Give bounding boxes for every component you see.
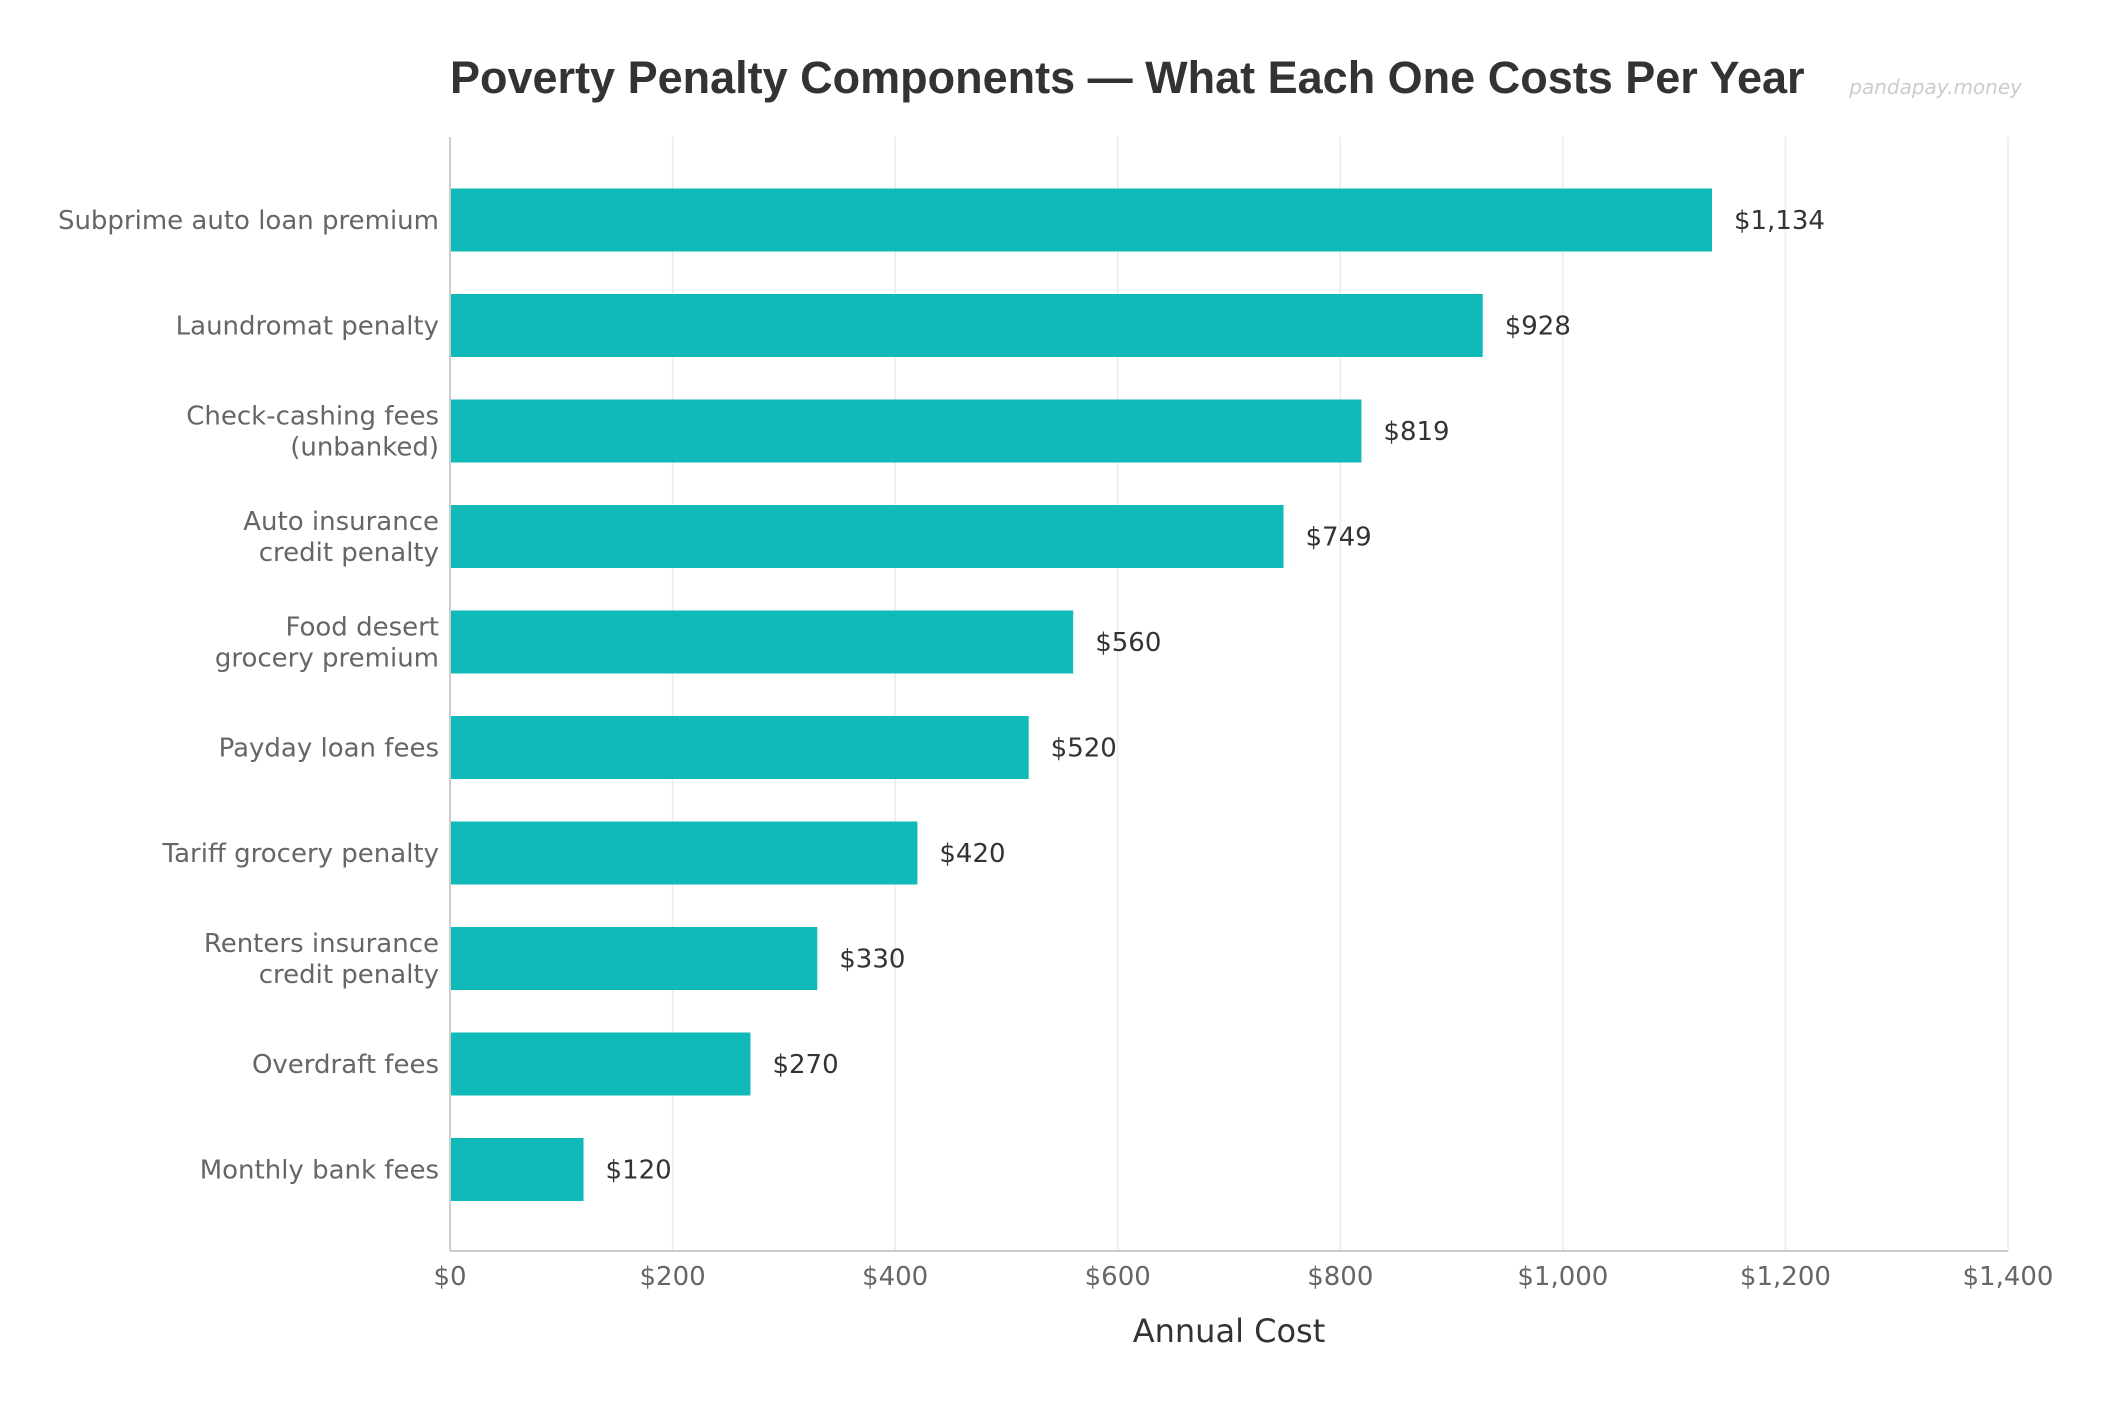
category-label: Renters insurance credit penalty [204, 929, 439, 990]
category-label: Monthly bank fees [200, 1156, 439, 1186]
bar-value-label: $120 [606, 1156, 672, 1186]
category-label: Payday loan fees [219, 734, 439, 764]
category-label: Subprime auto loan premium [58, 206, 439, 236]
bars: $1,134 $928 $819 $749 $560 $520 $420 $330 $270 $1… [451, 188, 1825, 1201]
x-tick-label: $1,000 [1517, 1262, 1608, 1292]
bar [451, 505, 1284, 568]
category-label-line: Laundromat penalty [176, 312, 439, 342]
category-label-line: (unbanked) [290, 433, 439, 463]
watermark: pandapay.money [1848, 75, 2023, 99]
bar [451, 610, 1074, 674]
category-label-line: credit penalty [259, 960, 439, 990]
bar [451, 399, 1362, 463]
category-label-line: Tariff grocery penalty [162, 839, 439, 869]
category-label-line: Auto insurance [243, 507, 439, 537]
bar [451, 716, 1029, 779]
category-label: Tariff grocery penalty [162, 839, 439, 869]
category-label-line: credit penalty [259, 538, 439, 568]
category-label: Laundromat penalty [176, 312, 439, 342]
bar-value-label: $330 [839, 945, 905, 975]
category-label-line: Food desert [285, 613, 439, 643]
bar [451, 1138, 584, 1201]
x-tick-label: $1,400 [1963, 1262, 2054, 1292]
bar-value-label: $749 [1306, 523, 1372, 553]
axes: $0 $200 $400 $600 $800 $1,000 $1,200 $1,400 Subp… [58, 137, 2054, 1292]
category-label: Check-cashing fees (unbanked) [186, 402, 439, 463]
x-tick-label: $0 [433, 1262, 466, 1292]
bar-value-label: $270 [772, 1050, 838, 1080]
bar-value-label: $420 [939, 839, 1005, 869]
category-label-line: Payday loan fees [219, 734, 439, 764]
category-label: Auto insurance credit penalty [243, 507, 439, 568]
category-label-line: grocery premium [215, 644, 439, 674]
chart-title: Poverty Penalty Components — What Each O… [450, 52, 1805, 103]
bar-value-label: $520 [1051, 734, 1117, 764]
bar [451, 927, 818, 990]
category-label-line: Overdraft fees [252, 1050, 439, 1080]
category-label: Overdraft fees [252, 1050, 439, 1080]
category-label: Food desert grocery premium [215, 613, 439, 674]
x-tick-label: $400 [862, 1262, 928, 1292]
category-label-line: Monthly bank fees [200, 1156, 439, 1186]
x-tick-label: $200 [639, 1262, 705, 1292]
bar-value-label: $560 [1095, 628, 1161, 658]
bar [451, 1032, 751, 1096]
category-label-line: Subprime auto loan premium [58, 206, 439, 236]
x-tick-label: $1,200 [1740, 1262, 1831, 1292]
bar-value-label: $928 [1505, 312, 1571, 342]
bar-value-label: $1,134 [1734, 206, 1825, 236]
bar-value-label: $819 [1383, 417, 1449, 447]
x-tick-label: $600 [1085, 1262, 1151, 1292]
x-axis-label: Annual Cost [1133, 1312, 1326, 1350]
bar [451, 821, 918, 885]
category-label-line: Renters insurance [204, 929, 439, 959]
bar [451, 188, 1712, 252]
bar [451, 294, 1483, 357]
category-label-line: Check-cashing fees [186, 402, 439, 432]
x-tick-label: $800 [1307, 1262, 1373, 1292]
